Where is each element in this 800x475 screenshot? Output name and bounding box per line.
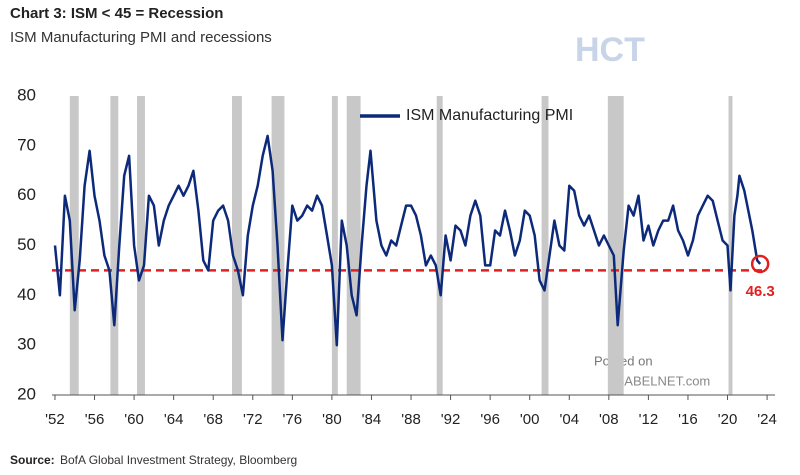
y-tick-label: 70 (17, 135, 36, 154)
x-tick-label: '72 (243, 411, 263, 428)
x-tick-label: '56 (85, 411, 105, 428)
y-tick-label: 60 (17, 185, 36, 204)
recession-band (331, 96, 338, 395)
watermark: HCT (575, 31, 645, 69)
source: BofA Global Investment Strategy, Bloombe… (60, 453, 297, 467)
x-tick-label: '08 (599, 411, 619, 428)
recession-band (541, 96, 549, 395)
legend-label: ISM Manufacturing PMI (406, 107, 573, 124)
annotation-circle (750, 254, 770, 274)
y-tick-label: 20 (17, 384, 36, 403)
recession-band (137, 96, 145, 395)
x-tick-label: '16 (678, 411, 698, 428)
x-tick-label: '60 (124, 411, 144, 428)
pmi-line (53, 134, 762, 347)
recession-band (346, 96, 361, 395)
source-label: Source: (10, 453, 55, 467)
x-tick-label: '04 (559, 411, 579, 428)
x-tick-label: '92 (441, 411, 461, 428)
x-tick-label: '12 (639, 411, 659, 428)
recession-band (232, 96, 242, 395)
x-tick-label: '80 (322, 411, 342, 428)
recession-band (607, 96, 624, 395)
watermark: ISABELNET.com (612, 373, 710, 388)
y-tick-label: 30 (17, 335, 36, 354)
y-tick-label: 50 (17, 235, 36, 254)
recession-band (110, 96, 119, 395)
x-tick-label: '68 (203, 411, 223, 428)
x-tick-label: '96 (480, 411, 500, 428)
x-tick-label: '20 (718, 411, 738, 428)
recession-band (436, 96, 443, 395)
x-tick-label: '84 (362, 411, 382, 428)
annotation-label: 46.3 (746, 283, 775, 300)
x-tick-label: '52 (45, 411, 65, 428)
x-tick-label: '24 (757, 411, 777, 428)
x-tick-label: '00 (520, 411, 540, 428)
y-tick-label: 80 (17, 85, 36, 104)
chart-subtitle: ISM Manufacturing PMI and recessions (10, 29, 272, 46)
x-tick-label: '64 (164, 411, 184, 428)
chart-title: Chart 3: ISM < 45 = Recession (10, 5, 223, 22)
recession-band (728, 96, 733, 395)
x-tick-label: '88 (401, 411, 421, 428)
x-tick-label: '76 (283, 411, 303, 428)
recession-band (69, 96, 79, 395)
y-tick-label: 40 (17, 285, 36, 304)
